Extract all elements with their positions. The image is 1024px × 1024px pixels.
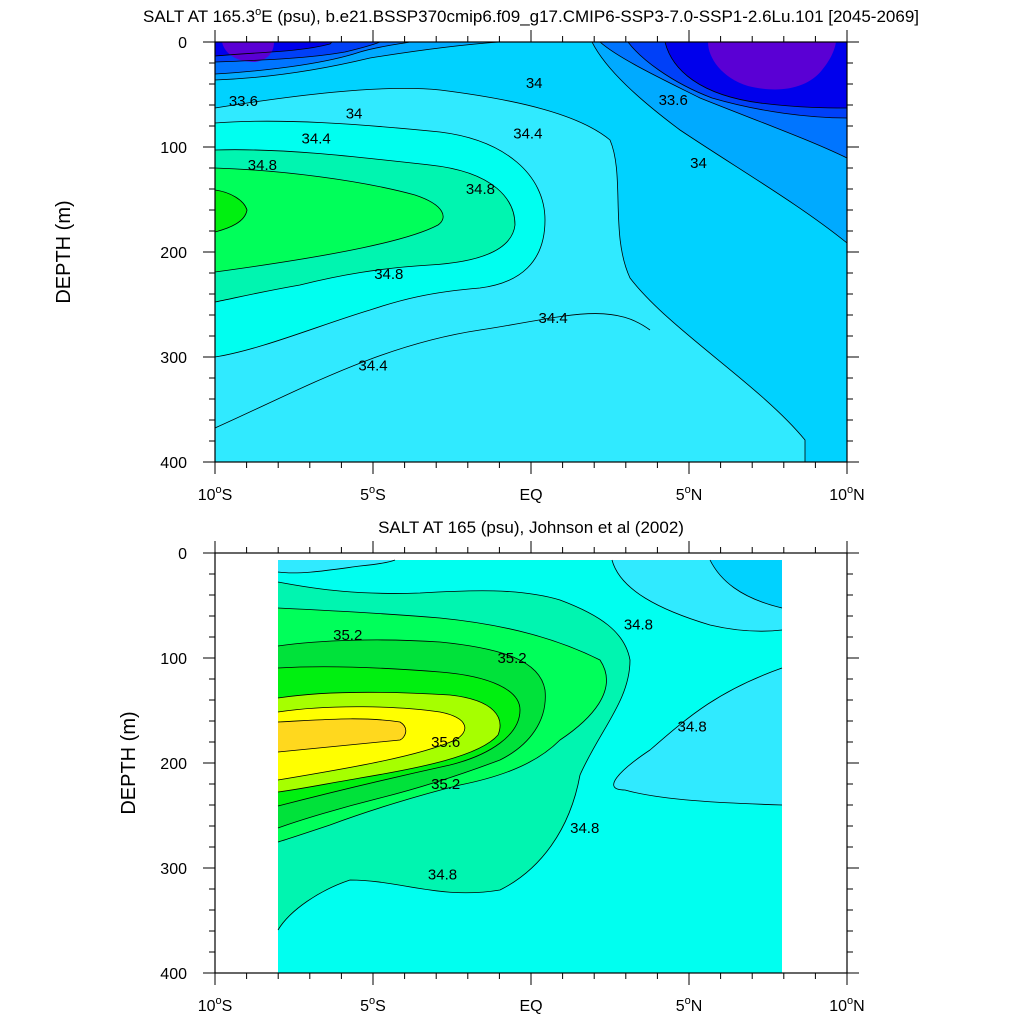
top-x-tick-labels: 10oS 5oS EQ 5oN 10oN bbox=[198, 484, 865, 504]
x-tick-label: 10oN bbox=[829, 484, 864, 504]
y-tick-label: 300 bbox=[160, 350, 187, 367]
contour-label: 34.8 bbox=[248, 157, 277, 174]
contour-label: 34 bbox=[690, 155, 707, 172]
contour-label: 34.8 bbox=[624, 616, 653, 633]
bottom-band-34.4 bbox=[710, 560, 782, 608]
bottom-y-tick-labels: 0 100 200 300 400 bbox=[160, 546, 187, 983]
top-contour-lines bbox=[215, 42, 847, 462]
contour-label: 35.2 bbox=[333, 627, 362, 644]
top-panel-title: SALT AT 165.3oE (psu), b.e21.BSSP370cmip… bbox=[143, 6, 919, 26]
top-contour-field bbox=[215, 42, 847, 462]
contour-label: 35.6 bbox=[431, 734, 460, 751]
y-tick-label: 200 bbox=[160, 756, 187, 773]
y-tick-label: 100 bbox=[160, 140, 187, 157]
top-y-tick-labels: 0 100 200 300 400 bbox=[160, 35, 187, 472]
top-contour-labels: 33.6 34 34.4 34.8 34 33.6 34.4 34.8 34 34.8 34.4 34… bbox=[229, 75, 707, 374]
bottom-y-axis-label: DEPTH (m) bbox=[118, 711, 140, 814]
x-tick-label: 5oS bbox=[360, 484, 386, 504]
bottom-ticks bbox=[203, 541, 859, 985]
x-tick-label: 5oN bbox=[676, 995, 703, 1015]
contour-label: 34 bbox=[526, 75, 543, 92]
top-band-34.2 bbox=[215, 42, 847, 462]
top-ticks bbox=[203, 30, 859, 474]
contour-label: 34.4 bbox=[302, 131, 331, 148]
y-tick-label: 300 bbox=[160, 861, 187, 878]
contour-label: 35.2 bbox=[497, 650, 526, 667]
y-tick-label: 400 bbox=[160, 966, 187, 983]
contour-label: 34.4 bbox=[513, 125, 542, 142]
contour-label: 34 bbox=[346, 105, 363, 122]
contour-label: 34.4 bbox=[358, 357, 387, 374]
y-tick-label: 200 bbox=[160, 245, 187, 262]
top-band-35.0 bbox=[215, 168, 444, 272]
bottom-contour-field bbox=[277, 559, 783, 973]
bottom-contour-lines bbox=[277, 559, 783, 931]
y-tick-label: 0 bbox=[178, 546, 187, 563]
contour-label: 34.8 bbox=[570, 820, 599, 837]
top-y-axis-label: DEPTH (m) bbox=[53, 200, 75, 303]
contour-label: 35.2 bbox=[431, 776, 460, 793]
contour-label: 33.6 bbox=[229, 93, 258, 110]
y-tick-label: 400 bbox=[160, 455, 187, 472]
bottom-band-36.0 bbox=[278, 718, 406, 752]
contour-label: 34.4 bbox=[539, 310, 568, 327]
contour-label: 34.8 bbox=[678, 718, 707, 735]
contour-label: 34.8 bbox=[466, 181, 495, 198]
x-tick-label: 5oS bbox=[360, 995, 386, 1015]
bottom-contour-labels: 35.2 35.2 34.8 35.6 34.8 35.2 34.8 34.8 bbox=[333, 616, 707, 883]
top-panel: SALT AT 165.3oE (psu), b.e21.BSSP370cmip… bbox=[53, 6, 919, 504]
contour-label: 33.6 bbox=[659, 92, 688, 109]
y-tick-label: 0 bbox=[178, 35, 187, 52]
top-band-33.4 bbox=[215, 42, 847, 108]
bottom-x-tick-labels: 10oS 5oS EQ 5oN 10oN bbox=[198, 995, 865, 1015]
bottom-panel-title: SALT AT 165 (psu), Johnson et al (2002) bbox=[378, 518, 684, 537]
x-tick-label: 10oS bbox=[198, 995, 233, 1015]
contour-label: 34.8 bbox=[428, 866, 457, 883]
bottom-panel: SALT AT 165 (psu), Johnson et al (2002) bbox=[118, 518, 865, 1015]
y-tick-label: 100 bbox=[160, 651, 187, 668]
x-tick-label: EQ bbox=[519, 487, 542, 504]
contour-label: 34.8 bbox=[374, 266, 403, 283]
x-tick-label: 10oS bbox=[198, 484, 233, 504]
x-tick-label: EQ bbox=[519, 998, 542, 1015]
x-tick-label: 5oN bbox=[676, 484, 703, 504]
x-tick-label: 10oN bbox=[829, 995, 864, 1015]
top-band-33.2 bbox=[222, 42, 836, 90]
